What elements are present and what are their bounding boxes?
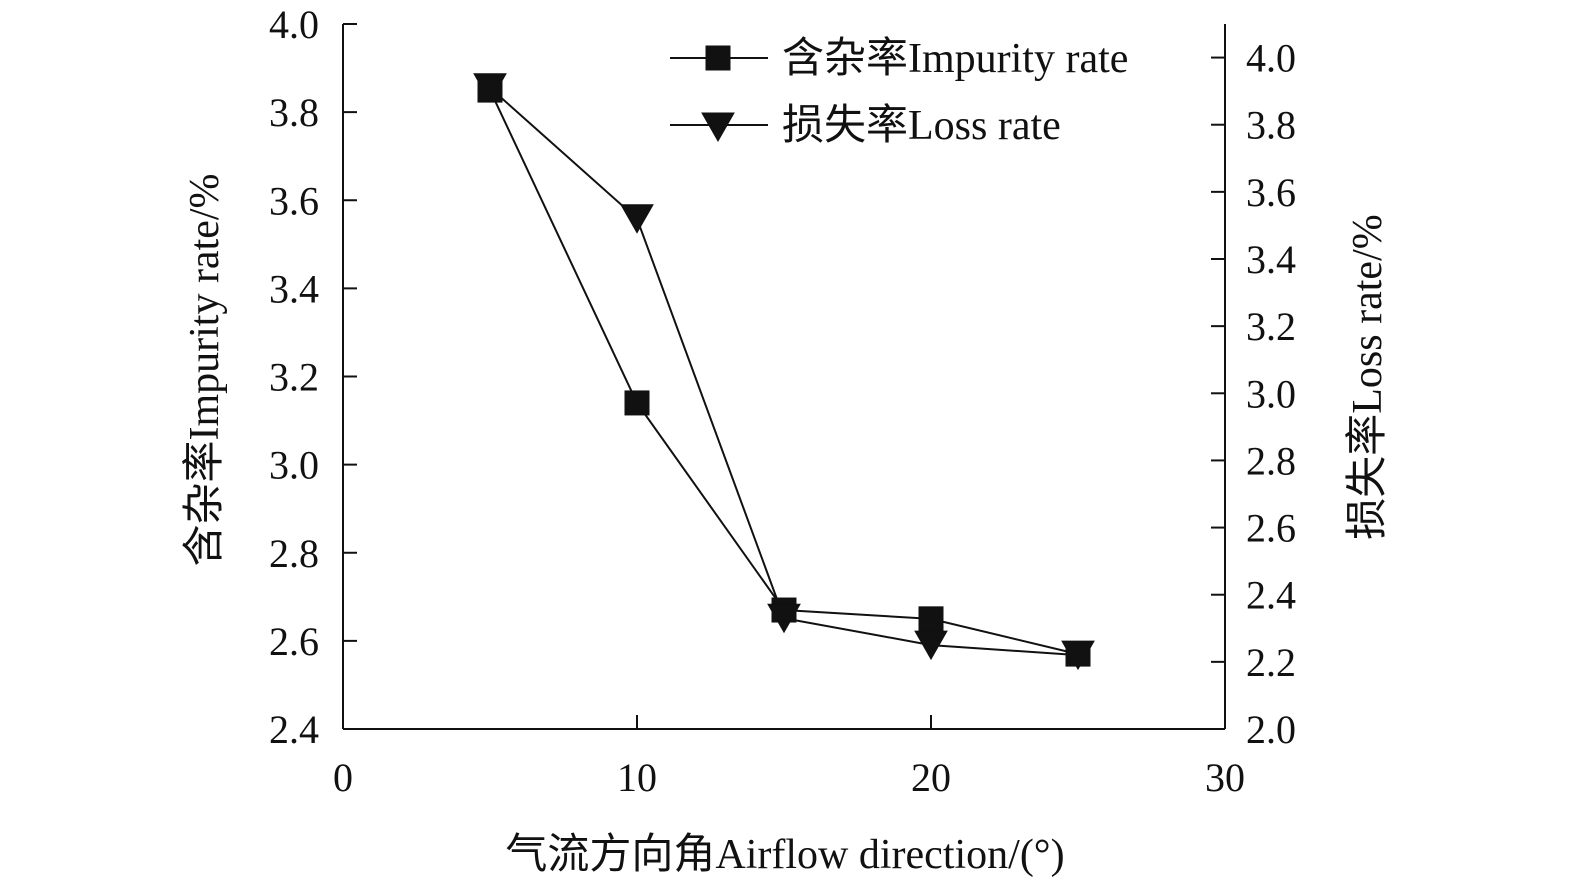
- y-tick-left-label: 2.8: [269, 531, 319, 576]
- legend-marker-loss: [701, 112, 735, 143]
- legend: 含杂率Impurity rate 损失率Loss rate: [670, 35, 1128, 149]
- loss-point: [767, 603, 801, 634]
- y-tick-left-label: 2.6: [269, 619, 319, 664]
- x-tick-label: 10: [617, 755, 657, 800]
- loss-point: [914, 630, 948, 661]
- impurity-point: [624, 390, 650, 416]
- loss-point: [620, 204, 654, 234]
- loss-point: [473, 73, 507, 103]
- y-tick-right-label: 2.0: [1246, 707, 1296, 752]
- y-tick-right-label: 4.0: [1246, 36, 1296, 81]
- legend-label-impurity: 含杂率Impurity rate: [782, 35, 1128, 82]
- y-tick-right-label: 3.0: [1246, 371, 1296, 416]
- legend-marker-impurity: [705, 45, 731, 71]
- y-tick-left-label: 3.8: [269, 90, 319, 135]
- y-tick-left-label: 2.4: [269, 707, 319, 752]
- y-tick-right-label: 3.8: [1246, 103, 1296, 148]
- y-tick-right-label: 2.2: [1246, 640, 1296, 685]
- y-tick-left-label: 3.2: [269, 355, 319, 400]
- loss-series-line: [489, 87, 1079, 657]
- y-tick-left-label: 4.0: [269, 2, 319, 47]
- y-axis-title-left: 含杂率Impurity rate/%: [181, 173, 228, 566]
- y-tick-left-label: 3.4: [269, 266, 319, 311]
- y-tick-right-label: 3.4: [1246, 237, 1296, 282]
- impurity-series-line: [489, 89, 1079, 656]
- y-tick-left-label: 3.6: [269, 178, 319, 223]
- loss-point: [1061, 640, 1095, 671]
- plot-layer: 2.4 2.6 2.8 3.0 3.2 3.4 3.6 3.8 4.0 2.0 2.2 2.4 2.6 2…: [269, 2, 1296, 800]
- y-tick-right-label: 2.8: [1246, 438, 1296, 483]
- impurity-point: [918, 606, 944, 632]
- y-tick-right-label: 2.6: [1246, 506, 1296, 551]
- y-tick-right-label: 2.4: [1246, 573, 1296, 618]
- legend-label-loss: 损失率Loss rate: [782, 102, 1061, 149]
- y-axis-title-right: 损失率Loss rate/%: [1344, 214, 1391, 539]
- y-tick-right-label: 3.2: [1246, 304, 1296, 349]
- x-tick-label: 30: [1205, 755, 1245, 800]
- y-tick-right-label: 3.6: [1246, 170, 1296, 215]
- y-tick-left-label: 3.0: [269, 443, 319, 488]
- x-axis-title: 气流方向角Airflow direction/(°): [505, 832, 1064, 878]
- x-tick-label: 0: [333, 755, 353, 800]
- x-tick-label: 20: [911, 755, 951, 800]
